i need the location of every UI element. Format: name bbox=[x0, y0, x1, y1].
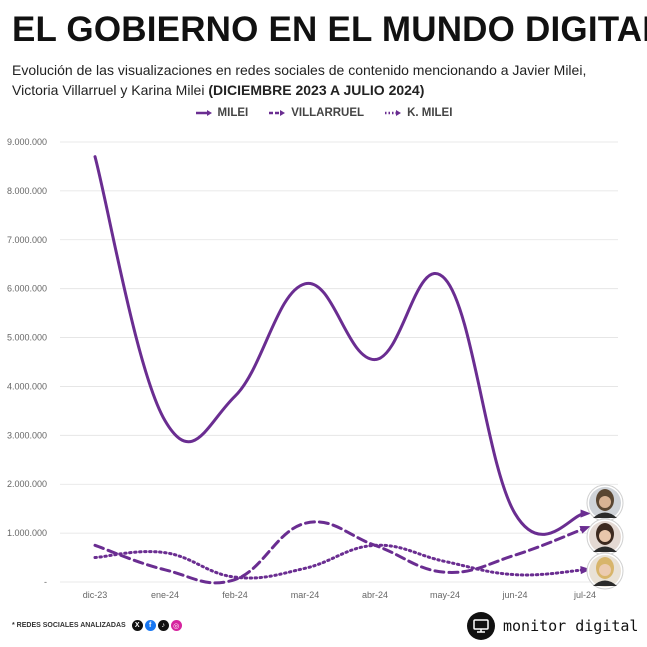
social-icons: X f ♪ ◎ bbox=[131, 620, 182, 631]
legend-item-milei: MILEI bbox=[195, 107, 249, 119]
brand-name: monitor digital bbox=[503, 617, 639, 635]
y-tick-label: 1.000.000 bbox=[7, 528, 47, 538]
x-tick-label: feb-24 bbox=[222, 590, 248, 600]
facebook-icon: f bbox=[144, 620, 156, 631]
legend-label: MILEI bbox=[217, 107, 249, 119]
legend-label: K. MILEI bbox=[407, 107, 453, 119]
page-subtitle: Evolución de las visualizaciones en rede… bbox=[12, 60, 632, 100]
karina-milei-avatar-face bbox=[599, 564, 611, 576]
series-line-villarruel bbox=[93, 520, 587, 585]
victoria-villarruel-avatar-shoulders bbox=[593, 546, 617, 552]
legend-item-villarruel: VILLARRUEL bbox=[268, 107, 364, 119]
series-arrowhead bbox=[580, 509, 591, 518]
y-tick-label: 2.000.000 bbox=[7, 479, 47, 489]
series-line-k-milei bbox=[93, 543, 587, 580]
y-tick-label: 6.000.000 bbox=[7, 284, 47, 294]
footer-note: * REDES SOCIALES ANALIZADAS X f ♪ ◎ bbox=[12, 620, 182, 631]
legend-line-dotted-icon bbox=[385, 110, 402, 116]
footer-note-text: * REDES SOCIALES ANALIZADAS bbox=[12, 622, 126, 629]
subtitle-text: Evolución de las visualizaciones en rede… bbox=[12, 62, 587, 98]
x-tick-label: jul-24 bbox=[573, 590, 596, 600]
javier-milei-avatar-face bbox=[599, 496, 611, 508]
series-arrowhead bbox=[579, 526, 591, 534]
y-tick-label: 8.000.000 bbox=[7, 186, 47, 196]
y-tick-label: 3.000.000 bbox=[7, 430, 47, 440]
legend-line-solid-icon bbox=[195, 110, 212, 116]
brand-logo: monitor digital bbox=[467, 612, 638, 640]
legend-label: VILLARRUEL bbox=[291, 107, 365, 119]
y-tick-label: - bbox=[44, 577, 47, 587]
x-tick-label: jun-24 bbox=[501, 590, 527, 600]
tiktok-icon: ♪ bbox=[157, 620, 169, 631]
legend-item-k-milei: K. MILEI bbox=[384, 107, 452, 119]
y-tick-label: 9.000.000 bbox=[7, 137, 47, 147]
y-tick-label: 5.000.000 bbox=[7, 333, 47, 343]
victoria-villarruel-avatar-face bbox=[599, 530, 611, 542]
x-tick-label: mar-24 bbox=[291, 590, 320, 600]
line-chart: - 1.000.000 2.000.000 3.000.000 4.000.000 5.0… bbox=[7, 137, 624, 600]
x-tick-label: may-24 bbox=[430, 590, 460, 600]
page-title: EL GOBIERNO EN EL MUNDO DIGITAL bbox=[12, 10, 647, 49]
x-icon: X bbox=[131, 620, 143, 631]
x-tick-label: ene-24 bbox=[151, 590, 179, 600]
x-tick-label: abr-24 bbox=[362, 590, 388, 600]
legend-line-dashed-icon bbox=[269, 110, 286, 116]
x-tick-label: dic-23 bbox=[83, 590, 108, 600]
series-arrowhead bbox=[580, 566, 591, 575]
subtitle-date-range: (DICIEMBRE 2023 A JULIO 2024) bbox=[208, 82, 425, 98]
chart-legend: MILEI VILLARRUEL K. MILEI bbox=[0, 107, 647, 119]
instagram-icon: ◎ bbox=[170, 620, 182, 631]
javier-milei-avatar-shoulders bbox=[593, 512, 617, 518]
y-tick-label: 4.000.000 bbox=[7, 381, 47, 391]
monitor-icon bbox=[467, 612, 495, 640]
series-line-milei bbox=[93, 155, 587, 536]
karina-milei-avatar-shoulders bbox=[593, 580, 617, 586]
y-tick-label: 7.000.000 bbox=[7, 235, 47, 245]
